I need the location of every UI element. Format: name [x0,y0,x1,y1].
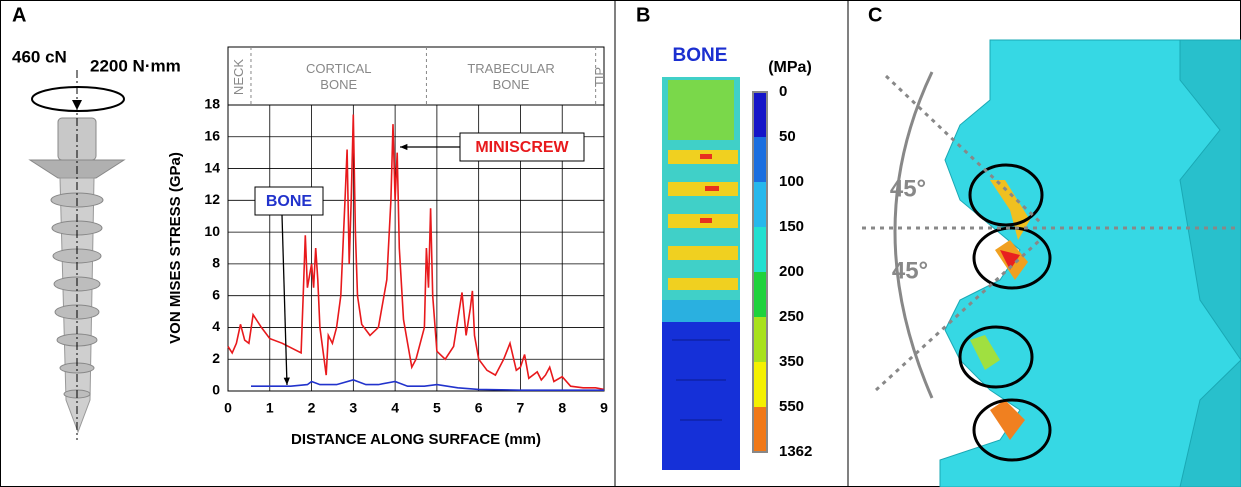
colorbar-tick-label: 250 [779,308,804,325]
colorbar-segment [753,317,767,363]
colorbar-segment [753,182,767,228]
angle-label: 45° [892,257,928,284]
colorbar-tick-label: 550 [779,398,804,415]
annotation-box [254,186,324,216]
colorbar-segment [753,362,767,408]
region-label: TIP [591,66,607,88]
region-label: TRABECULAR BONE [467,61,555,92]
y-tick-label: 2 [212,350,220,366]
colorbar-frame [752,91,768,453]
y-tick-label: 4 [212,318,220,334]
y-tick-label: 8 [212,255,220,271]
colorbar-segment [753,92,767,138]
x-tick-label: 5 [433,400,441,416]
y-tick-label: 16 [204,127,220,143]
colorbar-tick-label: 50 [779,128,796,145]
y-tick-label: 0 [212,382,220,398]
x-tick-label: 7 [517,400,525,416]
colorbar-tick-label: 100 [779,173,804,190]
force-label: 460 cN [12,47,67,66]
x-tick-label: 2 [308,400,316,416]
plot-area [227,46,605,392]
y-tick-label: 6 [212,286,220,302]
colorbar-tick-label: 150 [779,218,804,235]
y-tick-label: 18 [204,96,220,112]
colorbar-tick-label: 0 [779,83,787,100]
panel-label: A [12,4,26,26]
panel-label: C [868,4,882,26]
series-line [227,114,605,391]
colorbar-segment [753,227,767,273]
annotation-label: MINISCREW [475,139,569,156]
annotation-label: BONE [266,193,313,210]
bone-model [662,77,740,470]
panel-label: B [636,4,650,26]
annotation-box [459,132,585,162]
thread-model [862,39,1241,487]
screw-illustration [28,70,126,440]
x-tick-label: 9 [600,400,608,416]
angle-label: 45° [890,175,926,202]
colorbar-segment [753,407,767,453]
colorbar-tick-label: 1362 [779,443,812,460]
colorbar-tick-label: 200 [779,263,804,280]
x-tick-label: 4 [391,400,399,416]
arrow-head [283,377,290,385]
x-tick-label: 6 [475,400,483,416]
torque-label: 2200 N·mm [90,56,181,75]
colorbar-segment [753,137,767,183]
x-tick-label: 1 [266,400,274,416]
y-tick-label: 14 [204,159,220,175]
bone-title: BONE [673,45,728,66]
x-tick-label: 0 [224,400,232,416]
x-tick-label: 8 [558,400,566,416]
unit-label: (MPa) [768,59,812,76]
y-axis-title: VON MISES STRESS (GPa) [167,152,184,344]
x-axis-title: DISTANCE ALONG SURFACE (mm) [291,431,541,448]
arrow-head [400,143,408,151]
colorbar-segment [753,272,767,318]
colorbar: 0 50 100 150 200 250 350 550 1362 [752,83,812,460]
series-line [251,379,604,391]
annotation-arrow [281,214,288,386]
y-tick-label: 12 [204,191,220,207]
y-tick-label: 10 [204,223,220,239]
x-tick-label: 3 [349,400,357,416]
colorbar-tick-label: 350 [779,353,804,370]
region-label: CORTICAL BONE [305,61,372,92]
region-label: NECK [231,58,247,96]
